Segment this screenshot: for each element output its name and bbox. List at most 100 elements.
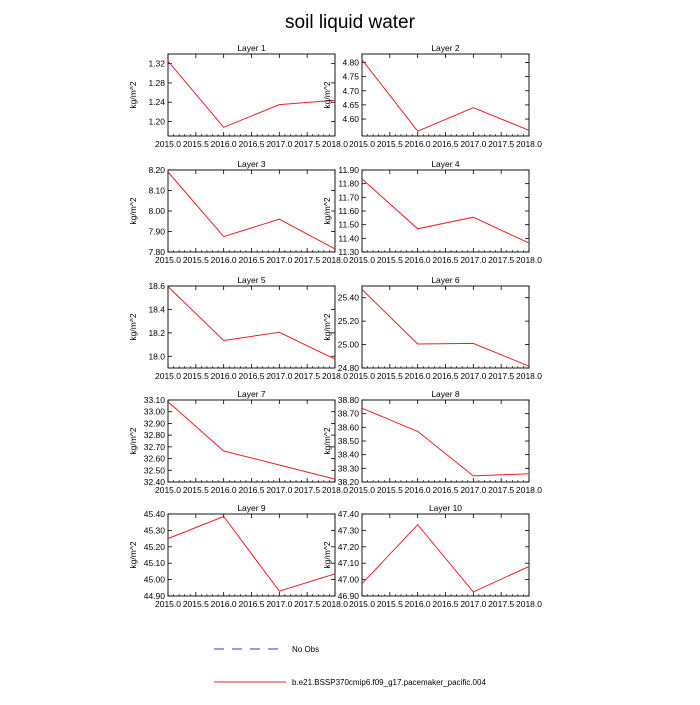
x-tick-label: 2018.0 [322, 599, 348, 609]
x-tick-label: 2016.5 [239, 139, 265, 149]
y-tick-label: 24.80 [338, 363, 360, 373]
x-tick-label: 2016.0 [211, 599, 237, 609]
y-tick-label: 45.40 [144, 509, 166, 519]
y-tick-label: 1.32 [148, 59, 165, 69]
y-axis-label: kg/m^2 [322, 313, 332, 340]
x-tick-label: 2015.5 [183, 485, 209, 495]
y-tick-label: 45.00 [144, 575, 166, 585]
x-tick-label: 2017.5 [294, 485, 320, 495]
y-tick-label: 33.10 [144, 395, 166, 405]
x-tick-label: 2016.0 [211, 139, 237, 149]
plot-frame [167, 513, 336, 597]
y-tick-label: 11.60 [338, 206, 359, 216]
x-tick-label: 2015.5 [377, 255, 403, 265]
legend: No Obs b.e21.BSSP370cmip6.f09_g17.pacemak… [214, 645, 486, 687]
panel-title: Layer 7 [237, 389, 266, 399]
panel-title: Layer 8 [431, 389, 460, 399]
y-tick-label: 1.28 [148, 78, 165, 88]
x-tick-label: 2017.5 [488, 371, 514, 381]
x-tick-label: 2015.0 [155, 485, 181, 495]
y-axis-label: kg/m^2 [128, 427, 138, 454]
x-tick-label: 2018.0 [516, 139, 542, 149]
x-tick-label: 2017.5 [294, 255, 320, 265]
x-tick-label: 2016.0 [405, 139, 431, 149]
x-tick-label: 2016.0 [405, 371, 431, 381]
panel-title: Layer 9 [237, 503, 266, 513]
y-tick-label: 18.6 [148, 281, 165, 291]
y-tick-label: 4.65 [342, 100, 359, 110]
x-tick-label: 2016.0 [211, 485, 237, 495]
x-tick-label: 2015.5 [377, 139, 403, 149]
x-tick-label: 2015.0 [349, 255, 375, 265]
y-tick-label: 25.00 [338, 340, 360, 350]
y-tick-label: 47.10 [338, 558, 360, 568]
panel-title: Layer 6 [431, 275, 460, 285]
x-tick-label: 2018.0 [322, 255, 348, 265]
y-tick-label: 11.70 [338, 192, 359, 202]
x-tick-label: 2015.0 [155, 599, 181, 609]
plot-frame [167, 53, 336, 137]
y-tick-label: 11.90 [338, 165, 359, 175]
plot-frame [167, 285, 336, 369]
series-line [361, 407, 530, 477]
x-tick-label: 2017.0 [460, 485, 486, 495]
x-tick-label: 2017.5 [294, 371, 320, 381]
y-tick-label: 47.20 [338, 542, 360, 552]
series-line [167, 60, 336, 128]
x-tick-label: 2015.0 [349, 139, 375, 149]
y-tick-label: 8.20 [148, 165, 165, 175]
x-tick-label: 2017.0 [266, 371, 292, 381]
x-tick-label: 2017.5 [294, 139, 320, 149]
x-tick-label: 2015.0 [155, 371, 181, 381]
x-tick-label: 2015.0 [155, 139, 181, 149]
y-tick-label: 4.75 [342, 72, 359, 82]
x-tick-label: 2018.0 [516, 255, 542, 265]
x-tick-label: 2016.5 [433, 255, 459, 265]
x-tick-label: 2017.0 [266, 599, 292, 609]
y-tick-label: 38.30 [338, 463, 360, 473]
x-tick-label: 2017.0 [266, 255, 292, 265]
x-tick-label: 2015.5 [183, 139, 209, 149]
y-tick-label: 4.60 [342, 114, 359, 124]
x-tick-label: 2016.5 [239, 371, 265, 381]
x-tick-label: 2015.5 [377, 485, 403, 495]
panel-title: Layer 4 [431, 159, 460, 169]
x-tick-label: 2017.0 [460, 255, 486, 265]
y-tick-label: 32.90 [144, 418, 166, 428]
y-tick-label: 1.20 [148, 117, 165, 127]
x-tick-label: 2015.0 [349, 371, 375, 381]
y-tick-label: 32.40 [144, 477, 166, 487]
y-axis-label: kg/m^2 [128, 541, 138, 568]
y-tick-label: 7.90 [148, 227, 165, 237]
y-tick-label: 44.90 [144, 591, 166, 601]
y-axis-label: kg/m^2 [322, 541, 332, 568]
x-tick-label: 2015.0 [349, 485, 375, 495]
y-tick-label: 7.80 [148, 247, 165, 257]
series-line [361, 523, 530, 593]
x-tick-label: 2016.5 [433, 599, 459, 609]
x-tick-label: 2016.5 [433, 485, 459, 495]
y-tick-label: 18.2 [148, 328, 165, 338]
y-axis-label: kg/m^2 [128, 81, 138, 108]
y-tick-label: 45.10 [144, 558, 166, 568]
y-tick-label: 32.50 [144, 465, 166, 475]
plot-frame [361, 53, 530, 137]
x-tick-label: 2017.5 [294, 599, 320, 609]
x-tick-label: 2018.0 [516, 599, 542, 609]
x-tick-label: 2017.5 [488, 485, 514, 495]
series-line [361, 178, 530, 244]
y-tick-label: 32.60 [144, 454, 166, 464]
series-line [167, 515, 336, 592]
series-line [167, 286, 336, 360]
y-tick-label: 38.70 [338, 409, 360, 419]
x-tick-label: 2017.0 [460, 599, 486, 609]
